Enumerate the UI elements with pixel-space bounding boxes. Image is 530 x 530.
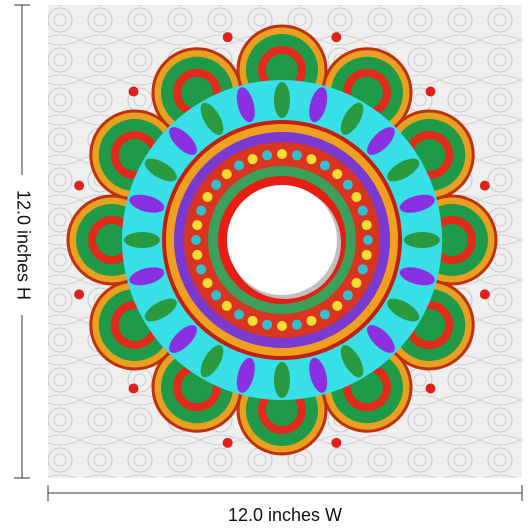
red-dot (128, 86, 139, 97)
purple-petal (124, 232, 160, 248)
red-dot (222, 32, 233, 43)
red-dot (128, 383, 139, 394)
yellow-bead (196, 205, 207, 216)
purple-petal (274, 362, 290, 398)
purple-petal (387, 158, 420, 182)
yellow-bead (357, 205, 368, 216)
yellow-bead (192, 249, 203, 260)
yellow-bead (262, 319, 273, 330)
yellow-bead (291, 150, 302, 161)
yellow-bead (320, 309, 330, 320)
yellow-bead (277, 149, 287, 159)
red-dot (479, 180, 490, 191)
purple-petal (387, 298, 420, 322)
purple-petal (399, 267, 435, 286)
purple-petal (399, 194, 435, 213)
purple-petal (169, 325, 197, 353)
height-label: 12.0 inches H (13, 190, 33, 300)
yellow-bead (351, 192, 362, 202)
yellow-bead (234, 309, 244, 320)
purple-petal (144, 158, 177, 182)
purple-petal (367, 325, 395, 353)
yellow-bead (234, 160, 244, 171)
height-label-bg (10, 175, 34, 315)
yellow-bead (247, 154, 258, 165)
purple-petal (144, 298, 177, 322)
yellow-bead (247, 315, 258, 326)
purple-petal (169, 127, 197, 155)
yellow-bead (342, 179, 353, 190)
yellow-bead (221, 169, 232, 180)
width-label: 12.0 inches W (228, 505, 342, 525)
red-dot (331, 32, 342, 43)
yellow-bead (361, 249, 372, 260)
red-dot (425, 86, 436, 97)
yellow-bead (291, 319, 302, 330)
red-dot (425, 383, 436, 394)
red-dot (479, 289, 490, 300)
red-dot (331, 437, 342, 448)
purple-petal (309, 87, 328, 123)
yellow-bead (351, 278, 362, 288)
purple-petal (236, 357, 255, 393)
yellow-bead (306, 154, 317, 165)
mandala (66, 24, 498, 456)
yellow-bead (361, 220, 372, 231)
purple-petal (309, 357, 328, 393)
purple-petal (200, 345, 224, 378)
yellow-bead (332, 300, 343, 311)
purple-petal (274, 82, 290, 118)
purple-petal (129, 267, 165, 286)
red-dot (222, 437, 233, 448)
yellow-bead (202, 192, 213, 202)
purple-petal (340, 102, 364, 135)
yellow-bead (363, 235, 373, 245)
yellow-bead (192, 220, 203, 231)
yellow-bead (262, 150, 273, 161)
yellow-bead (202, 278, 213, 288)
purple-petal (129, 194, 165, 213)
yellow-bead (191, 235, 201, 245)
yellow-bead (332, 169, 343, 180)
yellow-bead (211, 290, 222, 301)
yellow-bead (277, 321, 287, 331)
purple-petal (236, 87, 255, 123)
yellow-bead (306, 315, 317, 326)
yellow-bead (342, 290, 353, 301)
purple-petal (340, 345, 364, 378)
yellow-bead (196, 264, 207, 275)
yellow-bead (211, 179, 222, 190)
yellow-bead (221, 300, 232, 311)
center-white (227, 185, 337, 295)
red-dot (74, 180, 85, 191)
purple-petal (200, 102, 224, 135)
red-dot (74, 289, 85, 300)
yellow-bead (320, 160, 330, 171)
yellow-bead (357, 264, 368, 275)
purple-petal (404, 232, 440, 248)
purple-petal (367, 127, 395, 155)
